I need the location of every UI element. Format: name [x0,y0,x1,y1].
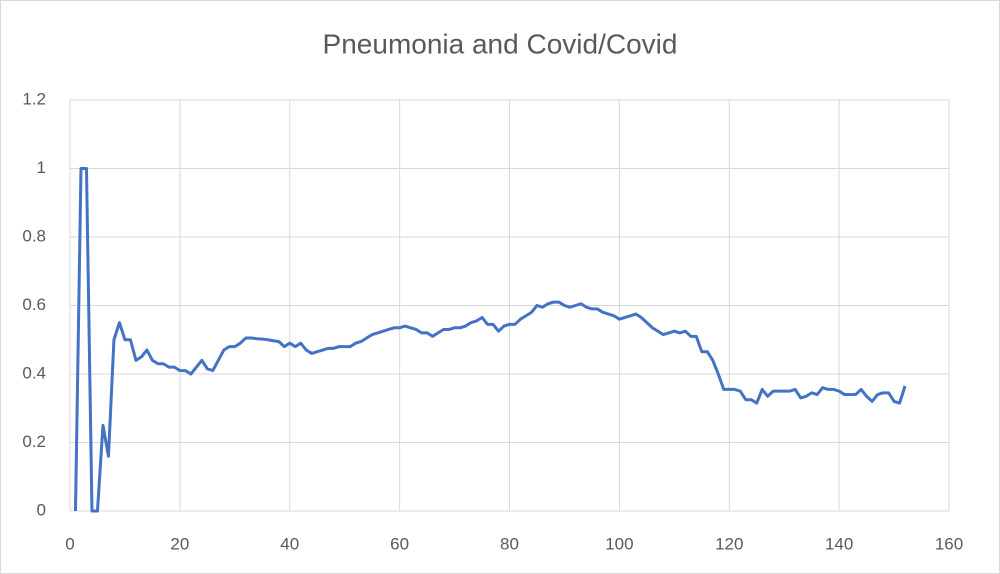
y-tick-label: 0.6 [22,295,46,314]
x-tick-label: 60 [390,534,409,553]
y-tick-label: 0.2 [22,432,46,451]
x-tick-label: 80 [500,534,519,553]
x-tick-label: 0 [65,534,74,553]
y-tick-label: 0.8 [22,226,46,245]
y-tick-label: 0 [37,500,46,519]
x-tick-label: 100 [605,534,633,553]
chart-title: Pneumonia and Covid/Covid [323,28,678,59]
y-tick-label: 1.2 [22,89,46,108]
y-tick-label: 0.4 [22,363,46,382]
x-tick-label: 40 [280,534,299,553]
x-tick-label: 120 [715,534,743,553]
x-tick-label: 140 [825,534,853,553]
y-tick-label: 1 [37,158,46,177]
line [73,167,907,513]
x-tick-label: 20 [170,534,189,553]
x-tick-label: 160 [935,534,963,553]
